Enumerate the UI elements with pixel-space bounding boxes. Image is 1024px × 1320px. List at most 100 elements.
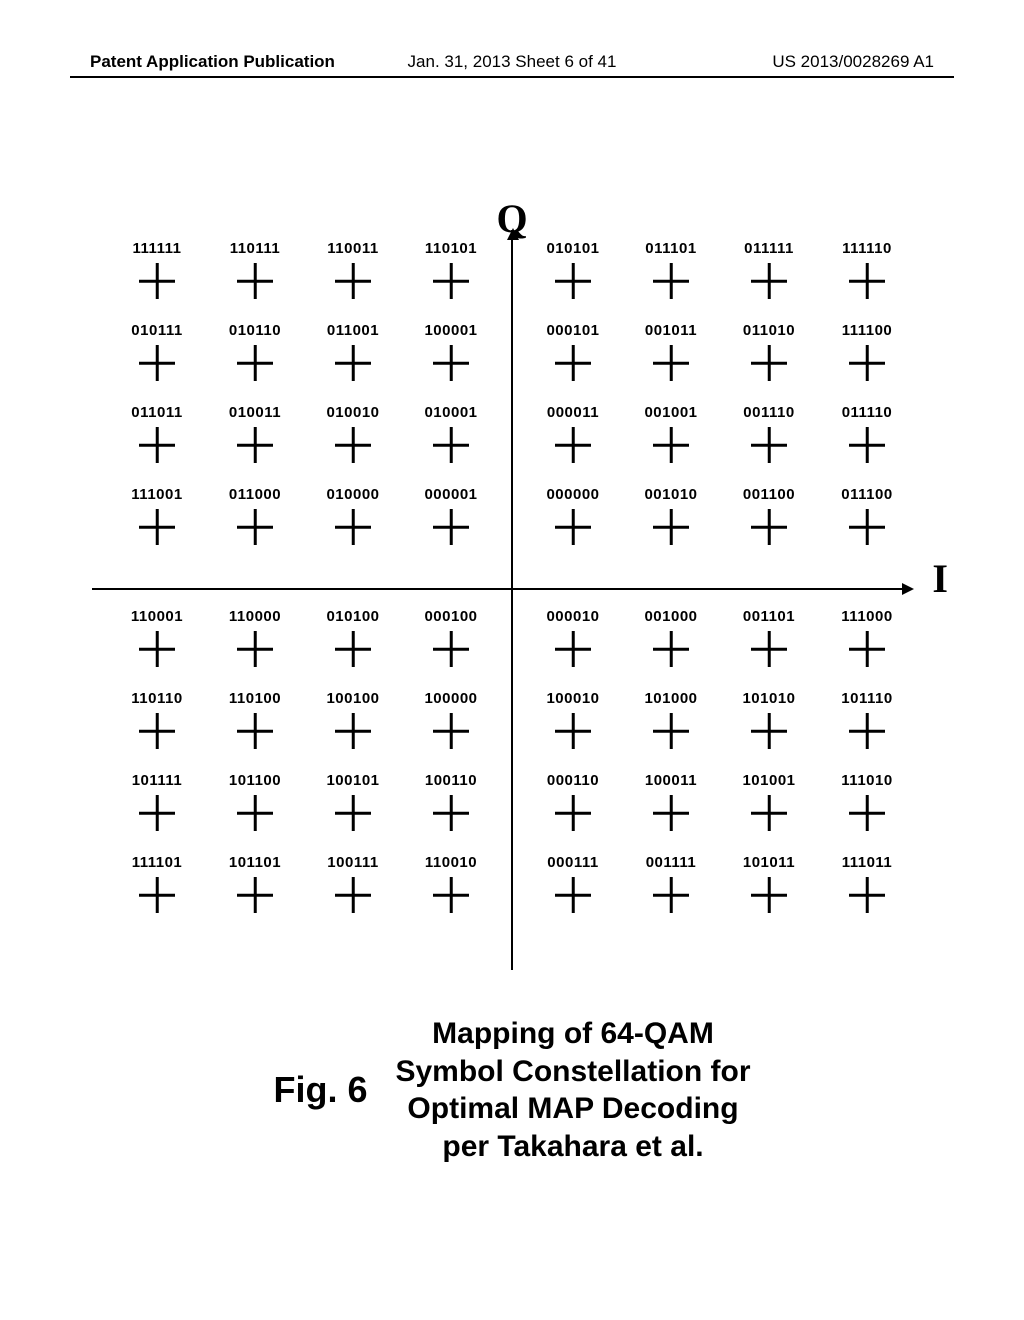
constellation-point: 111111 — [112, 240, 202, 322]
symbol-code: 110000 — [229, 608, 281, 625]
constellation-figure: Q I 111111110111110011110101010101011101… — [112, 210, 912, 970]
plus-marker-icon — [433, 427, 469, 463]
constellation-point: 111101 — [112, 854, 202, 936]
plus-marker-icon — [849, 713, 885, 749]
constellation-point: 011011 — [112, 404, 202, 486]
symbol-code: 010111 — [131, 322, 182, 339]
constellation-point: 010011 — [210, 404, 300, 486]
plus-marker-icon — [237, 427, 273, 463]
plus-marker-icon — [139, 509, 175, 545]
plus-marker-icon — [237, 795, 273, 831]
plus-marker-icon — [139, 345, 175, 381]
plus-marker-icon — [433, 795, 469, 831]
constellation-point: 111110 — [822, 240, 912, 322]
plus-marker-icon — [433, 509, 469, 545]
symbol-code: 011010 — [743, 322, 795, 339]
caption-line: Symbol Constellation for — [395, 1053, 750, 1091]
symbol-code: 100101 — [326, 772, 379, 789]
symbol-code: 111010 — [841, 772, 892, 789]
plus-marker-icon — [335, 509, 371, 545]
constellation-point: 001111 — [626, 854, 716, 936]
symbol-code: 110101 — [425, 240, 477, 257]
constellation-point: 010001 — [406, 404, 496, 486]
constellation-row: 1100011100000101000001000000100010000011… — [112, 608, 912, 690]
plus-marker-icon — [555, 713, 591, 749]
symbol-code: 001001 — [644, 404, 697, 421]
constellation-point: 110000 — [210, 608, 300, 690]
plus-marker-icon — [849, 427, 885, 463]
plus-marker-icon — [433, 877, 469, 913]
symbol-code: 111001 — [131, 486, 182, 503]
plus-marker-icon — [653, 263, 689, 299]
symbol-code: 001010 — [644, 486, 697, 503]
constellation-point: 011100 — [822, 486, 912, 568]
constellation-point: 101011 — [724, 854, 814, 936]
plus-marker-icon — [653, 877, 689, 913]
symbol-code: 111111 — [133, 240, 182, 257]
constellation-point: 010110 — [210, 322, 300, 404]
symbol-code: 101000 — [644, 690, 697, 707]
symbol-code: 010110 — [229, 322, 281, 339]
constellation-point: 100011 — [626, 772, 716, 854]
constellation-point: 000101 — [528, 322, 618, 404]
constellation-point: 001011 — [626, 322, 716, 404]
constellation-point: 110111 — [210, 240, 300, 322]
symbol-code: 000110 — [547, 772, 599, 789]
constellation-point: 001100 — [724, 486, 814, 568]
header-right: US 2013/0028269 A1 — [772, 52, 934, 72]
symbol-code: 001000 — [644, 608, 697, 625]
plus-marker-icon — [751, 713, 787, 749]
plus-marker-icon — [849, 509, 885, 545]
symbol-code: 000100 — [424, 608, 477, 625]
plus-marker-icon — [555, 795, 591, 831]
symbol-code: 001110 — [743, 404, 794, 421]
constellation-point: 001110 — [724, 404, 814, 486]
constellation-row: 1101101101001001001000001000101010001010… — [112, 690, 912, 772]
plus-marker-icon — [555, 263, 591, 299]
constellation-point: 111001 — [112, 486, 202, 568]
symbol-code: 100001 — [424, 322, 477, 339]
plus-marker-icon — [751, 631, 787, 667]
constellation-row: 1110010110000100000000010000000010100011… — [112, 486, 912, 568]
symbol-code: 110100 — [229, 690, 281, 707]
plus-marker-icon — [555, 631, 591, 667]
symbol-code: 111011 — [842, 854, 893, 871]
constellation-point: 000011 — [528, 404, 618, 486]
constellation-point: 000000 — [528, 486, 618, 568]
constellation-point: 100100 — [308, 690, 398, 772]
constellation-point: 101100 — [210, 772, 300, 854]
constellation-point: 101001 — [724, 772, 814, 854]
symbol-code: 000001 — [424, 486, 477, 503]
symbol-code: 100110 — [425, 772, 477, 789]
plus-marker-icon — [849, 795, 885, 831]
plus-marker-icon — [335, 631, 371, 667]
plus-marker-icon — [335, 877, 371, 913]
constellation-point: 010111 — [112, 322, 202, 404]
plus-marker-icon — [849, 877, 885, 913]
plus-marker-icon — [653, 345, 689, 381]
plus-marker-icon — [237, 263, 273, 299]
symbol-code: 101110 — [841, 690, 892, 707]
constellation-point: 000111 — [528, 854, 618, 936]
symbol-code: 110010 — [425, 854, 477, 871]
plus-marker-icon — [653, 713, 689, 749]
symbol-code: 101010 — [742, 690, 795, 707]
constellation-point: 000001 — [406, 486, 496, 568]
symbol-code: 010010 — [326, 404, 379, 421]
constellation-point: 010101 — [528, 240, 618, 322]
constellation-point: 100110 — [406, 772, 496, 854]
constellation-point: 110110 — [112, 690, 202, 772]
plus-marker-icon — [237, 509, 273, 545]
constellation-point: 111010 — [822, 772, 912, 854]
figure-caption: Fig. 6 Mapping of 64-QAM Symbol Constell… — [0, 1015, 1024, 1165]
plus-marker-icon — [335, 427, 371, 463]
constellation-point: 100111 — [308, 854, 398, 936]
constellation-point: 111100 — [822, 322, 912, 404]
plus-marker-icon — [433, 713, 469, 749]
symbol-code: 110001 — [131, 608, 183, 625]
symbol-code: 011001 — [327, 322, 379, 339]
plus-marker-icon — [751, 795, 787, 831]
plus-marker-icon — [751, 877, 787, 913]
plus-marker-icon — [751, 263, 787, 299]
constellation-point: 000110 — [528, 772, 618, 854]
